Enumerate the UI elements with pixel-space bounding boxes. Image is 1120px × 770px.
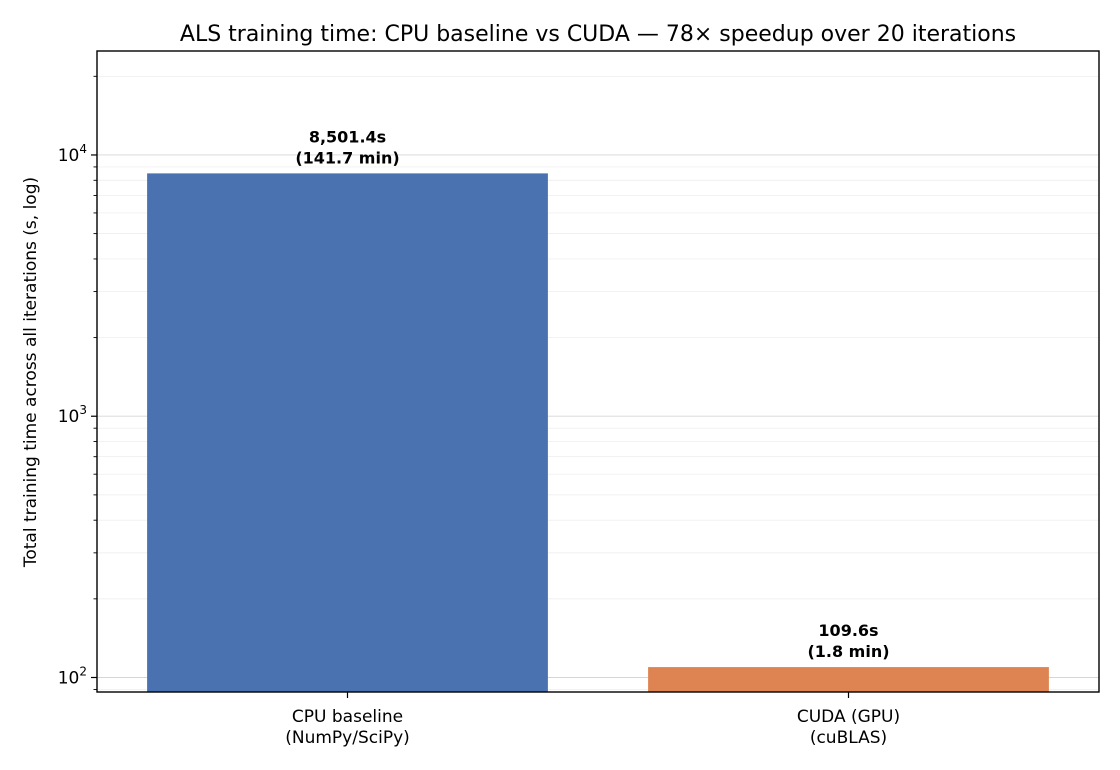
x-tick-label: CUDA (GPU) [797, 707, 900, 727]
bar-value-label: (1.8 min) [807, 642, 889, 661]
bar-value-label: 8,501.4s [309, 127, 386, 146]
x-tick-label: CPU baseline [292, 707, 403, 727]
chart-title: ALS training time: CPU baseline vs CUDA … [180, 22, 1016, 47]
x-tick-label: (cuBLAS) [810, 728, 887, 748]
y-axis-title: Total training time across all iteration… [21, 177, 41, 568]
x-tick-label: (NumPy/SciPy) [285, 728, 410, 748]
y-axis: 102 103 104 [58, 75, 97, 690]
bars [147, 173, 1049, 693]
bar-value-label: 109.6s [818, 621, 878, 640]
y-tick-label: 103 [58, 403, 87, 427]
y-tick-label: 104 [58, 142, 87, 166]
bar-value-label: (141.7 min) [295, 148, 399, 167]
plot-frame [96, 50, 1100, 693]
data-labels: 8,501.4s (141.7 min) 109.6s (1.8 min) [295, 127, 889, 661]
bar [147, 173, 548, 693]
x-axis: CPU baseline(NumPy/SciPy) CUDA (GPU)(cuBL… [285, 692, 900, 748]
bar [648, 667, 1049, 692]
y-tick-label: 102 [58, 664, 87, 688]
